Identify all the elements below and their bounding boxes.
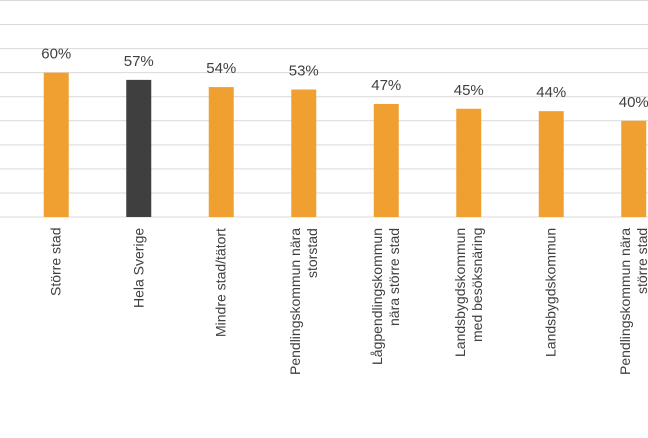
bar [43,72,69,218]
value-label: 45% [454,82,484,99]
bar [126,79,152,217]
bar [621,120,647,217]
bar [373,103,399,217]
x-tick-label: Lågpendlingskommun nära större stad [369,228,403,365]
value-label: 57% [124,53,154,70]
x-tick-label: Hela Sverige [130,228,147,309]
value-label: 47% [371,77,401,94]
value-label: 53% [289,63,319,80]
value-label: 44% [536,84,566,101]
x-tick-label: Landsbygdskommun med besöksnäring [451,228,485,358]
value-label: 60% [41,46,71,63]
x-tick-label: Pendlingskommun nära större stad [616,228,648,376]
value-label: 40% [619,94,648,111]
bar [291,89,317,217]
x-tick-label: Mindre stad/tätort [212,228,229,337]
value-label: 54% [206,60,236,77]
x-tick-label: Större stad [47,228,64,297]
bar [456,108,482,217]
x-tick-label: Pendlingskommun nära storstad [286,228,320,376]
bar [208,87,234,217]
bar [538,111,564,217]
x-tick-label: Landsbygdskommun [542,228,559,358]
